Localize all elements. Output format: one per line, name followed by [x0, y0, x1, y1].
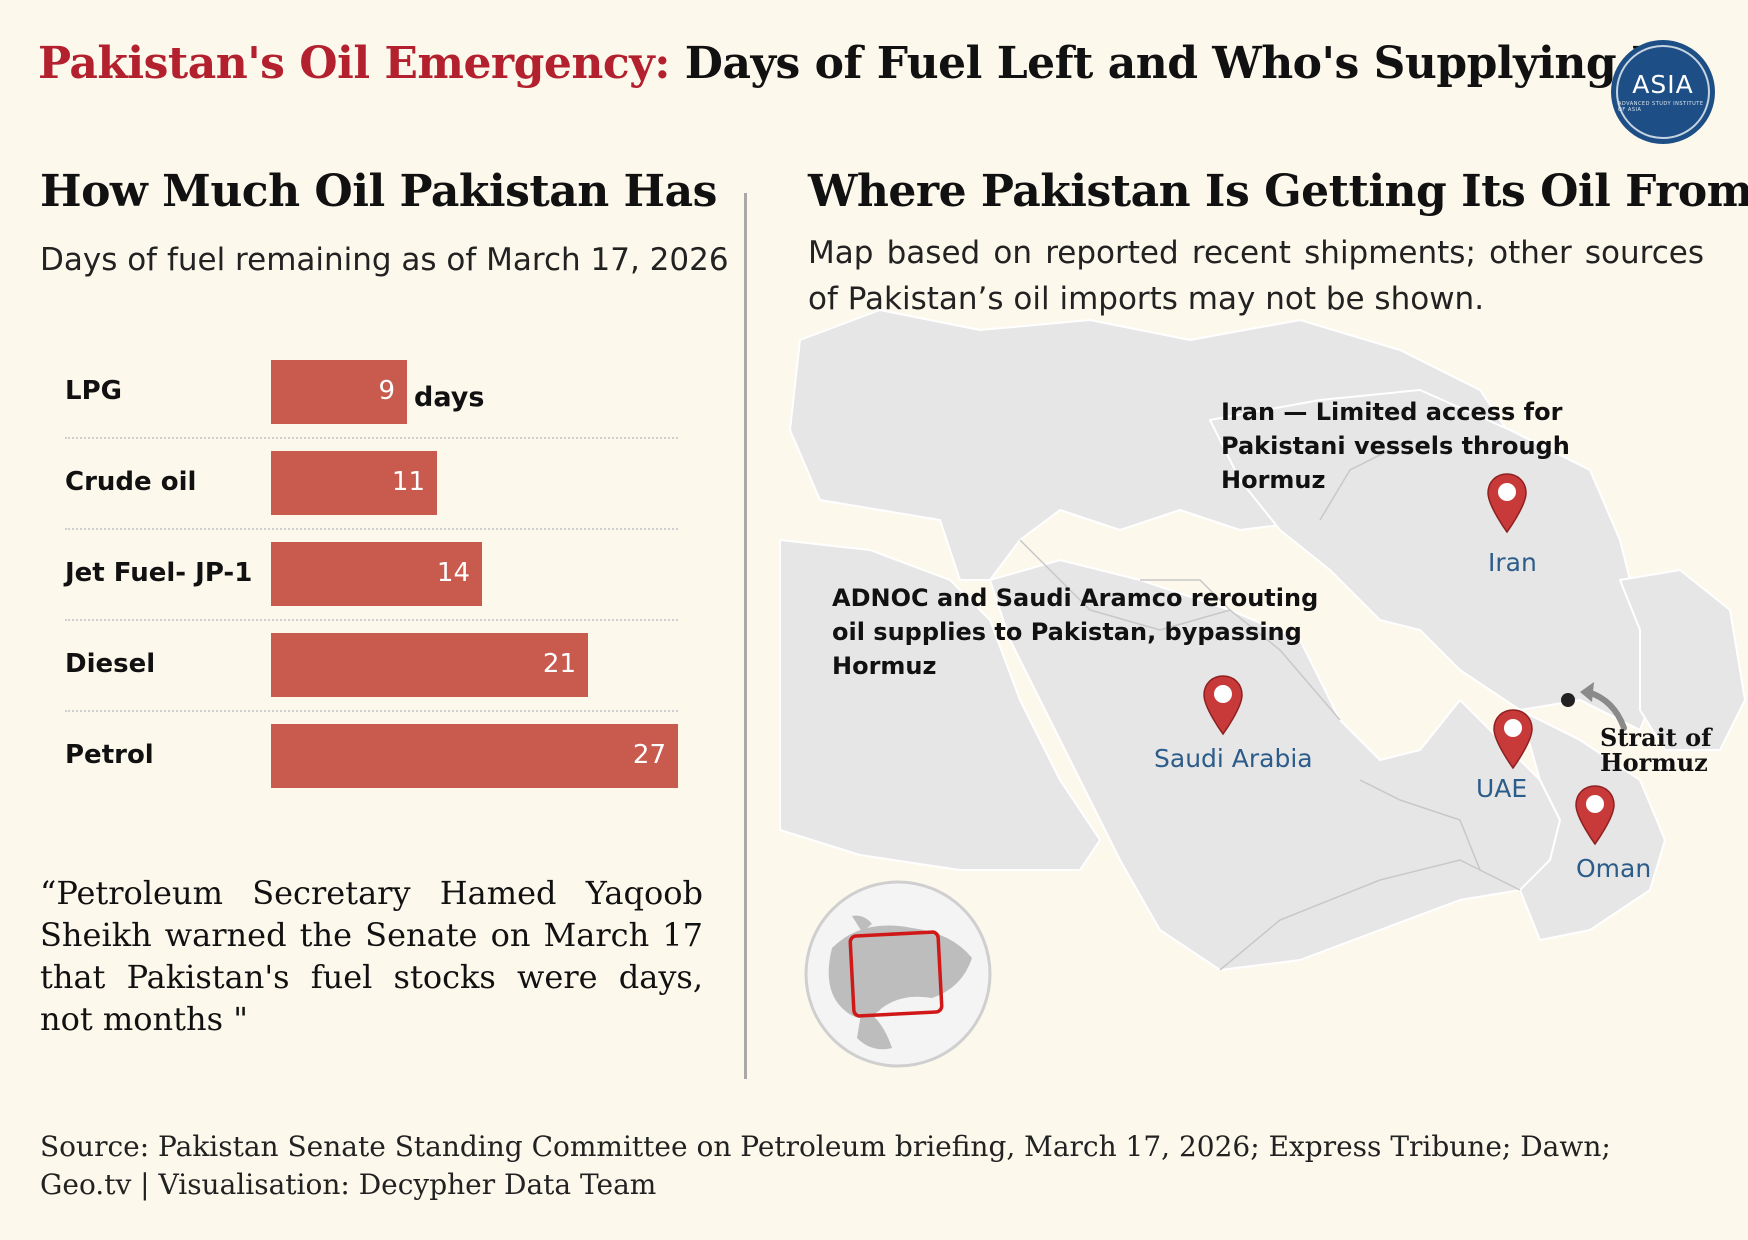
page-title: Pakistan's Oil Emergency: Days of Fuel L… [38, 38, 1671, 89]
annotation-iran: Iran — Limited access for Pakistani vess… [1221, 398, 1570, 494]
bar-value-label: 9 [378, 376, 395, 406]
inset-globe [804, 880, 992, 1068]
border-line-5 [1319, 439, 1411, 521]
strait-label: Strait of Hormuz [1600, 725, 1712, 775]
asia-logo: ASIA ADVANCED STUDY INSTITUTE OF ASIA [1611, 40, 1715, 144]
title-rest: Days of Fuel Left and Who's Supplying It [684, 38, 1672, 89]
bar [271, 542, 482, 606]
logo-subtext: ADVANCED STUDY INSTITUTE OF ASIA [1618, 100, 1704, 113]
source-footer: Source: Pakistan Senate Standing Committ… [40, 1130, 1611, 1201]
bar-value-label: 21 [542, 649, 576, 679]
map-pin-icon [1203, 675, 1243, 736]
bar-separator [65, 619, 678, 621]
pin-label-oman: Oman [1576, 854, 1652, 883]
bar-category-label: Petrol [65, 740, 154, 770]
right-heading: Where Pakistan Is Getting Its Oil From [808, 166, 1748, 217]
bar-separator [65, 710, 678, 712]
annotation-gulf: ADNOC and Saudi Aramco rerouting oil sup… [832, 584, 1319, 680]
strait-label-line1: Strait of [1600, 723, 1712, 752]
bar-value-label: 27 [632, 740, 666, 770]
section-divider [744, 193, 747, 1079]
map-pin-icon [1493, 709, 1533, 770]
left-heading: How Much Oil Pakistan Has [40, 166, 717, 217]
bar-value-label: 11 [391, 467, 425, 497]
bar-category-label: Crude oil [65, 467, 197, 497]
land-pakistan [1619, 569, 1746, 751]
pin-label-saudi: Saudi Arabia [1154, 744, 1313, 773]
map-pin-icon [1487, 473, 1527, 534]
border-line-2 [1140, 579, 1341, 721]
bar-value-label: 14 [436, 558, 470, 588]
bar [271, 724, 678, 788]
strait-arrow-icon [1561, 682, 1627, 731]
left-subtitle: Days of fuel remaining as of March 17, 2… [40, 242, 729, 278]
map-pin-icon [1575, 785, 1615, 846]
right-subtitle: Map based on reported recent shipments; … [808, 235, 1704, 317]
bar-category-label: LPG [65, 376, 122, 406]
land-egypt [779, 539, 1101, 871]
bar-separator [65, 437, 678, 439]
logo-text: ASIA [1632, 69, 1694, 99]
bar-category-label: Diesel [65, 649, 156, 679]
bar [271, 360, 407, 424]
bar [271, 451, 437, 515]
bar-separator [65, 528, 678, 530]
bar-unit-label: days [414, 382, 485, 413]
title-highlight: Pakistan's Oil Emergency: [38, 38, 670, 89]
strait-label-line2: Hormuz [1600, 748, 1708, 777]
bar [271, 633, 588, 697]
region-map [779, 309, 1746, 971]
bar-chart: LPG 9 days Crude oil 11 Jet Fuel- JP-1 14 Diese… [0, 0, 744, 1240]
border-line-4 [1359, 779, 1481, 871]
pin-label-iran: Iran [1488, 548, 1537, 577]
border-line-1 [1019, 539, 1231, 631]
land-iran [1209, 389, 1661, 731]
bar-category-label: Jet Fuel- JP-1 [65, 558, 253, 588]
quote-text: “Petroleum Secretary Hamed Yaqoob Sheikh… [40, 874, 703, 1038]
pin-label-uae: UAE [1476, 774, 1528, 803]
logo-ring: ASIA ADVANCED STUDY INSTITUTE OF ASIA [1616, 45, 1710, 139]
